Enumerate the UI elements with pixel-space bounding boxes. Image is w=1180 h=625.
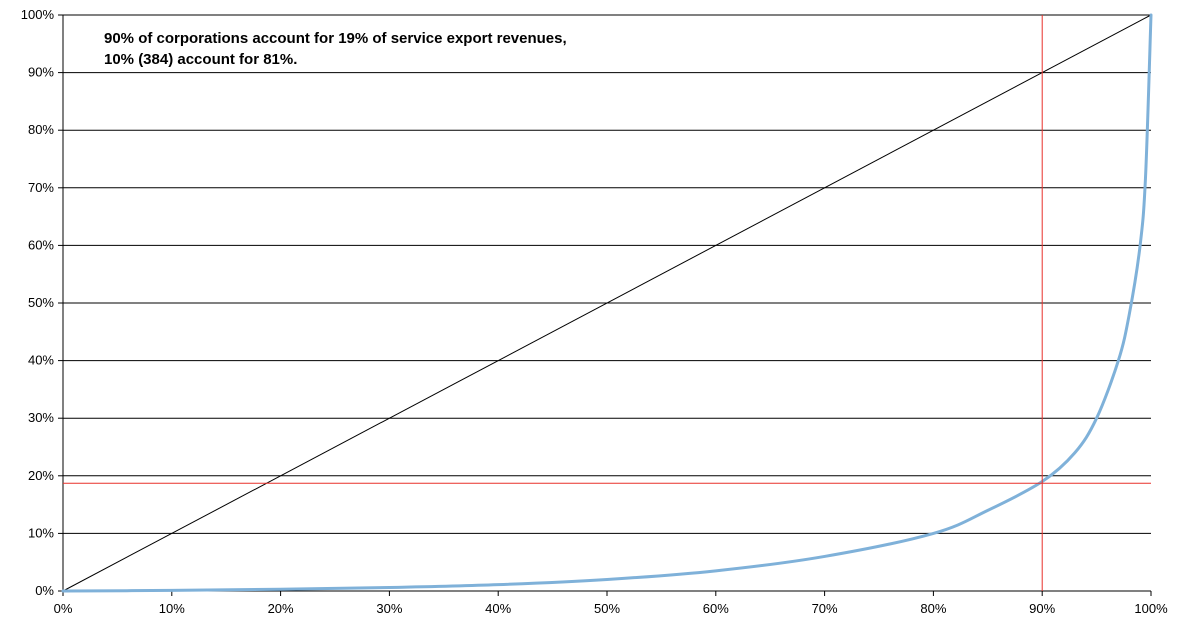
- y-tick-label: 60%: [28, 237, 54, 252]
- annotation-line-1: 90% of corporations account for 19% of s…: [104, 30, 567, 47]
- x-tick-label: 60%: [703, 601, 729, 616]
- x-tick-label: 0%: [54, 601, 73, 616]
- y-tick-label: 100%: [21, 7, 55, 22]
- series-equality-line: [62, 14, 1152, 592]
- x-tick-label: 80%: [920, 601, 946, 616]
- x-tick-label: 10%: [159, 601, 185, 616]
- series-layer: [61, 13, 1153, 593]
- x-tick-label: 20%: [268, 601, 294, 616]
- y-tick-label: 80%: [28, 122, 54, 137]
- y-tick-label: 10%: [28, 525, 54, 540]
- x-tick-label: 100%: [1134, 601, 1168, 616]
- x-tick-label: 70%: [812, 601, 838, 616]
- x-tick-label: 90%: [1029, 601, 1055, 616]
- y-tick-label: 30%: [28, 410, 54, 425]
- y-tick-label: 50%: [28, 295, 54, 310]
- x-tick-label: 50%: [594, 601, 620, 616]
- x-tick-label: 30%: [376, 601, 402, 616]
- y-tick-label: 90%: [28, 65, 54, 80]
- annotation-line-2: 10% (384) account for 81%.: [104, 51, 297, 68]
- x-tick-labels: 0% 10% 20% 30% 40% 50% 60% 70% 80% 90% 100%: [54, 601, 1168, 616]
- y-tick-labels: 0% 10% 20% 30% 40% 50% 60% 70% 80% 90% 100%: [21, 7, 55, 598]
- reference-lines: [63, 15, 1151, 591]
- y-tick-label: 70%: [28, 180, 54, 195]
- annotation: 90% of corporations account for 19% of s…: [104, 30, 567, 68]
- y-tick-label: 40%: [28, 353, 54, 368]
- y-tick-label: 20%: [28, 468, 54, 483]
- series-lorenz-curve: [61, 13, 1153, 593]
- grid-lines: [63, 14, 1151, 534]
- x-tick-label: 40%: [485, 601, 511, 616]
- y-tick-label: 0%: [35, 583, 54, 598]
